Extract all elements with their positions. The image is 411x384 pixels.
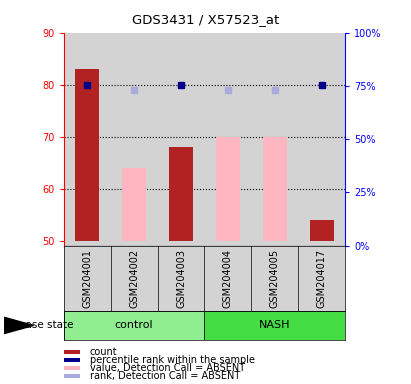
Text: GSM204003: GSM204003	[176, 249, 186, 308]
Bar	[122, 168, 146, 240]
Bar	[216, 137, 240, 240]
Text: GSM204002: GSM204002	[129, 249, 139, 308]
Text: disease state: disease state	[4, 320, 74, 331]
Text: percentile rank within the sample: percentile rank within the sample	[90, 355, 254, 365]
Bar	[310, 220, 333, 240]
Bar	[252, 33, 298, 246]
Text: GSM204004: GSM204004	[223, 249, 233, 308]
Bar	[64, 358, 80, 362]
Bar	[169, 147, 193, 240]
Bar	[205, 33, 252, 246]
Text: NASH: NASH	[259, 320, 291, 331]
Text: value, Detection Call = ABSENT: value, Detection Call = ABSENT	[90, 363, 245, 373]
Bar	[64, 33, 111, 246]
Bar	[111, 33, 157, 246]
Text: GSM204017: GSM204017	[317, 249, 327, 308]
Text: rank, Detection Call = ABSENT: rank, Detection Call = ABSENT	[90, 371, 240, 381]
Text: GDS3431 / X57523_at: GDS3431 / X57523_at	[132, 13, 279, 26]
Text: GSM204001: GSM204001	[82, 249, 92, 308]
Bar	[64, 311, 204, 340]
Bar	[204, 311, 345, 340]
Bar	[263, 137, 286, 240]
Bar	[64, 350, 80, 354]
Bar	[157, 33, 205, 246]
Polygon shape	[4, 317, 34, 334]
Text: GSM204005: GSM204005	[270, 249, 280, 308]
Bar	[64, 374, 80, 378]
Text: control: control	[115, 320, 153, 331]
Bar	[76, 69, 99, 240]
Text: count: count	[90, 347, 117, 357]
Bar	[298, 33, 345, 246]
Bar	[64, 366, 80, 370]
